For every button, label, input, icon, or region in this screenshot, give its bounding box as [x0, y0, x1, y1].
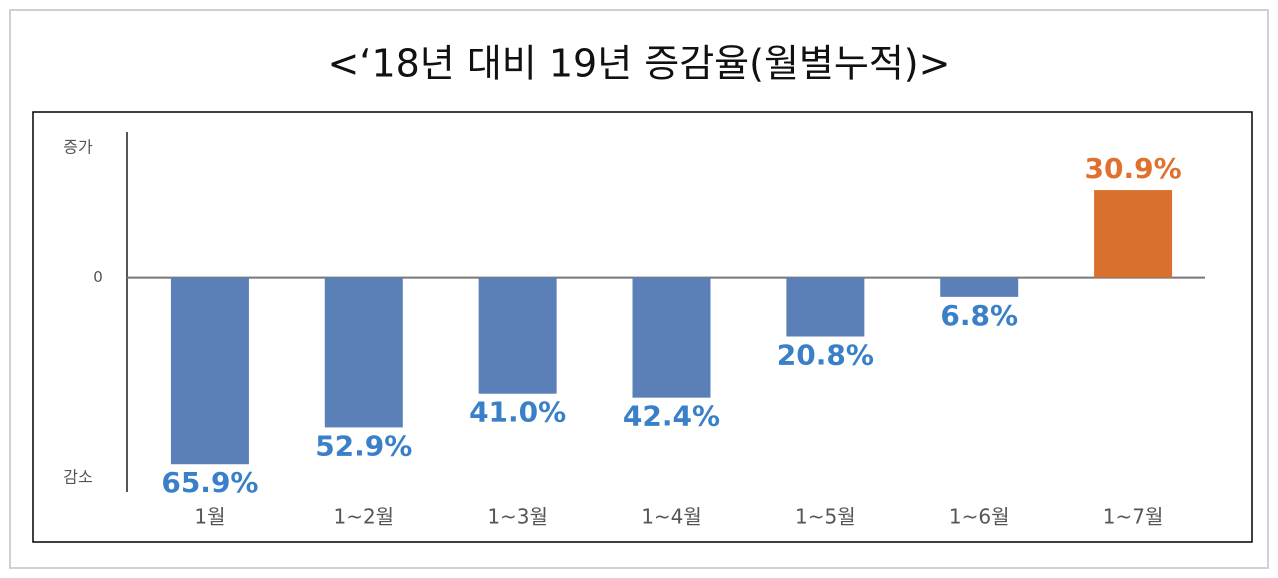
- x-tick-label: 1~5월: [795, 505, 856, 529]
- value-label: 52.9%: [315, 429, 412, 462]
- x-tick-label: 1~2월: [333, 505, 394, 529]
- axis-top-label: 증가: [63, 138, 93, 157]
- chart-title: <‘18년 대비 19년 증감율(월별누적)>: [328, 42, 951, 86]
- bar: [324, 277, 403, 428]
- x-tick-label: 1~4월: [641, 505, 702, 529]
- value-label: 41.0%: [469, 396, 566, 429]
- x-tick-label: 1~3월: [487, 505, 548, 529]
- axis-bottom-label: 감소: [63, 468, 92, 487]
- bar: [632, 277, 711, 398]
- value-label: 30.9%: [1085, 152, 1182, 185]
- x-tick-label: 1월: [194, 505, 225, 529]
- value-label: 20.8%: [777, 339, 874, 372]
- value-label: 65.9%: [161, 466, 258, 499]
- bar: [940, 277, 1019, 297]
- bar: [1094, 190, 1173, 278]
- y-tick-label: 0: [93, 268, 103, 286]
- value-label: 6.8%: [940, 299, 1018, 332]
- value-label: 42.4%: [623, 400, 720, 433]
- x-tick-label: 1~6월: [949, 505, 1010, 529]
- bar: [170, 277, 249, 465]
- bar: [786, 277, 865, 337]
- bar: [478, 277, 557, 394]
- x-tick-label: 1~7월: [1103, 505, 1164, 529]
